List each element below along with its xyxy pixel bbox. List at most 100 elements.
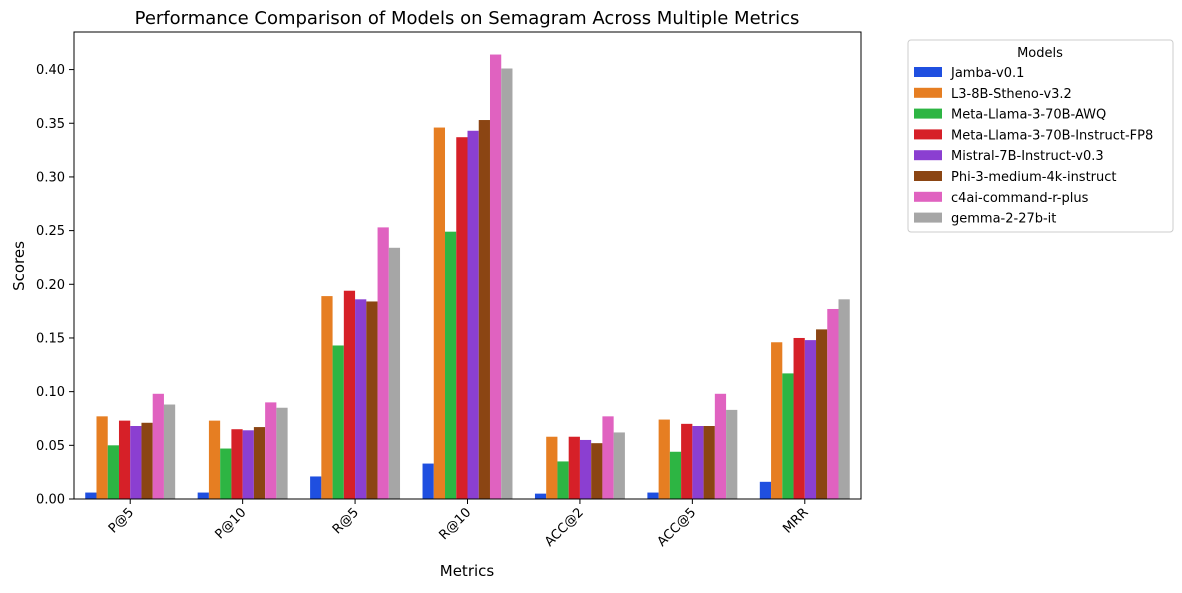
x-tick-label: R@10 — [436, 505, 474, 543]
y-tick-label: 0.25 — [36, 224, 65, 239]
bar-0-1 — [197, 492, 209, 499]
x-axis-ticks: P@5 P@10 R@5 R@10 ACC@2 ACC@5 MRR — [106, 499, 812, 550]
bar-4-1 — [242, 430, 254, 499]
bar-0-4 — [534, 493, 547, 499]
bar-2-4 — [557, 461, 569, 499]
legend-entry-label: c4ai-command-r-plus — [951, 191, 1089, 206]
legend-items: Jamba-v0.1 L3-8B-Stheno-v3.2 Meta-Llama-3-… — [914, 66, 1153, 227]
bar-1-6 — [771, 342, 783, 499]
legend-entry-label: L3-8B-Stheno-v3.2 — [951, 87, 1072, 102]
bar-0-3 — [422, 463, 434, 499]
y-axis-label: Scores — [10, 241, 28, 291]
legend-entry-label: Mistral-7B-Instruct-v0.3 — [951, 149, 1104, 164]
x-tick-label: P@10 — [212, 505, 249, 542]
bar-3-5 — [681, 423, 693, 499]
bar-7-0 — [163, 404, 176, 499]
bar-2-5 — [669, 451, 682, 499]
bar-3-1 — [231, 429, 243, 499]
legend-entry-label: gemma-2-27b-it — [951, 212, 1056, 227]
legend-entry-label: Jamba-v0.1 — [950, 66, 1024, 81]
bar-7-5 — [726, 409, 738, 499]
bar-7-4 — [613, 432, 625, 499]
y-tick-label: 0.10 — [36, 385, 65, 400]
legend-title: Models — [1017, 46, 1063, 61]
bar-4-0 — [130, 426, 142, 499]
bar-1-1 — [208, 420, 221, 499]
bar-7-6 — [838, 299, 850, 499]
x-axis-label: Metrics — [440, 562, 495, 580]
bar-0-5 — [647, 492, 659, 499]
bar-4-2 — [355, 299, 367, 499]
x-tick-label: R@5 — [330, 505, 362, 537]
bar-5-6 — [816, 329, 828, 499]
bar-3-0 — [118, 420, 131, 499]
bar-7-3 — [501, 68, 513, 499]
bar-4-5 — [692, 426, 704, 499]
y-tick-label: 0.40 — [36, 63, 65, 78]
legend-swatch — [914, 67, 942, 77]
bar-2-0 — [107, 445, 119, 499]
bar-7-2 — [388, 247, 401, 499]
bar-4-4 — [579, 439, 592, 499]
bar-0-0 — [85, 492, 97, 499]
bar-2-2 — [332, 345, 344, 499]
bar-1-5 — [658, 419, 670, 499]
bar-2-6 — [782, 373, 794, 499]
bar-5-1 — [253, 427, 266, 499]
x-tick-label: MRR — [780, 505, 811, 536]
bar-6-2 — [377, 227, 389, 499]
bar-4-6 — [804, 340, 817, 499]
bar-5-0 — [141, 422, 153, 499]
bar-5-2 — [366, 301, 378, 499]
legend-swatch — [914, 129, 942, 140]
bar-5-3 — [478, 120, 490, 499]
legend-box — [907, 39, 1174, 233]
plot-area-frame — [73, 31, 862, 500]
bar-0-6 — [759, 481, 772, 499]
bars-group — [85, 54, 850, 500]
legend-swatch — [914, 171, 942, 181]
legend-entry-label: Meta-Llama-3-70B-Instruct-FP8 — [951, 128, 1153, 143]
bar-1-4 — [546, 436, 558, 499]
bar-6-1 — [265, 402, 277, 499]
legend-swatch — [914, 108, 942, 119]
bar-6-0 — [152, 393, 164, 499]
x-tick-label: ACC@2 — [542, 505, 587, 550]
legend-swatch — [914, 212, 942, 223]
bar-4-3 — [467, 130, 479, 499]
y-axis-ticks: 0.00 0.05 0.10 0.15 0.20 0.25 0.30 0.35 0.40 — [36, 63, 74, 508]
legend-swatch — [914, 150, 942, 161]
bar-5-4 — [591, 443, 603, 499]
chart-title: Performance Comparison of Models on Sema… — [135, 8, 800, 29]
y-tick-label: 0.35 — [36, 117, 65, 132]
legend-swatch — [914, 191, 942, 202]
y-tick-label: 0.30 — [36, 170, 65, 185]
y-tick-label: 0.05 — [36, 439, 65, 454]
x-tick-label: ACC@5 — [655, 505, 700, 550]
bar-3-4 — [568, 436, 580, 499]
bar-6-6 — [827, 308, 839, 499]
bar-6-5 — [714, 393, 727, 499]
bar-6-3 — [489, 54, 502, 499]
bar-7-1 — [276, 407, 288, 499]
bar-6-4 — [602, 416, 614, 499]
legend-entry-label: Phi-3-medium-4k-instruct — [951, 170, 1117, 185]
bar-3-6 — [793, 337, 805, 499]
bar-1-0 — [96, 416, 108, 499]
y-tick-label: 0.00 — [36, 493, 65, 508]
y-tick-label: 0.20 — [36, 278, 65, 293]
bar-0-2 — [310, 476, 322, 499]
bar-3-2 — [343, 290, 356, 499]
bar-3-3 — [456, 137, 468, 499]
bar-2-3 — [445, 231, 457, 499]
y-tick-label: 0.15 — [36, 331, 65, 346]
bar-2-1 — [220, 448, 232, 499]
bar-5-5 — [703, 426, 715, 499]
legend: Models Jamba-v0.1 L3-8B-Stheno-v3.2 Meta-L… — [907, 39, 1174, 233]
bar-1-2 — [321, 296, 333, 499]
legend-entry-label: Meta-Llama-3-70B-AWQ — [951, 108, 1106, 123]
x-tick-label: P@5 — [106, 505, 137, 536]
bar-1-3 — [433, 127, 446, 500]
